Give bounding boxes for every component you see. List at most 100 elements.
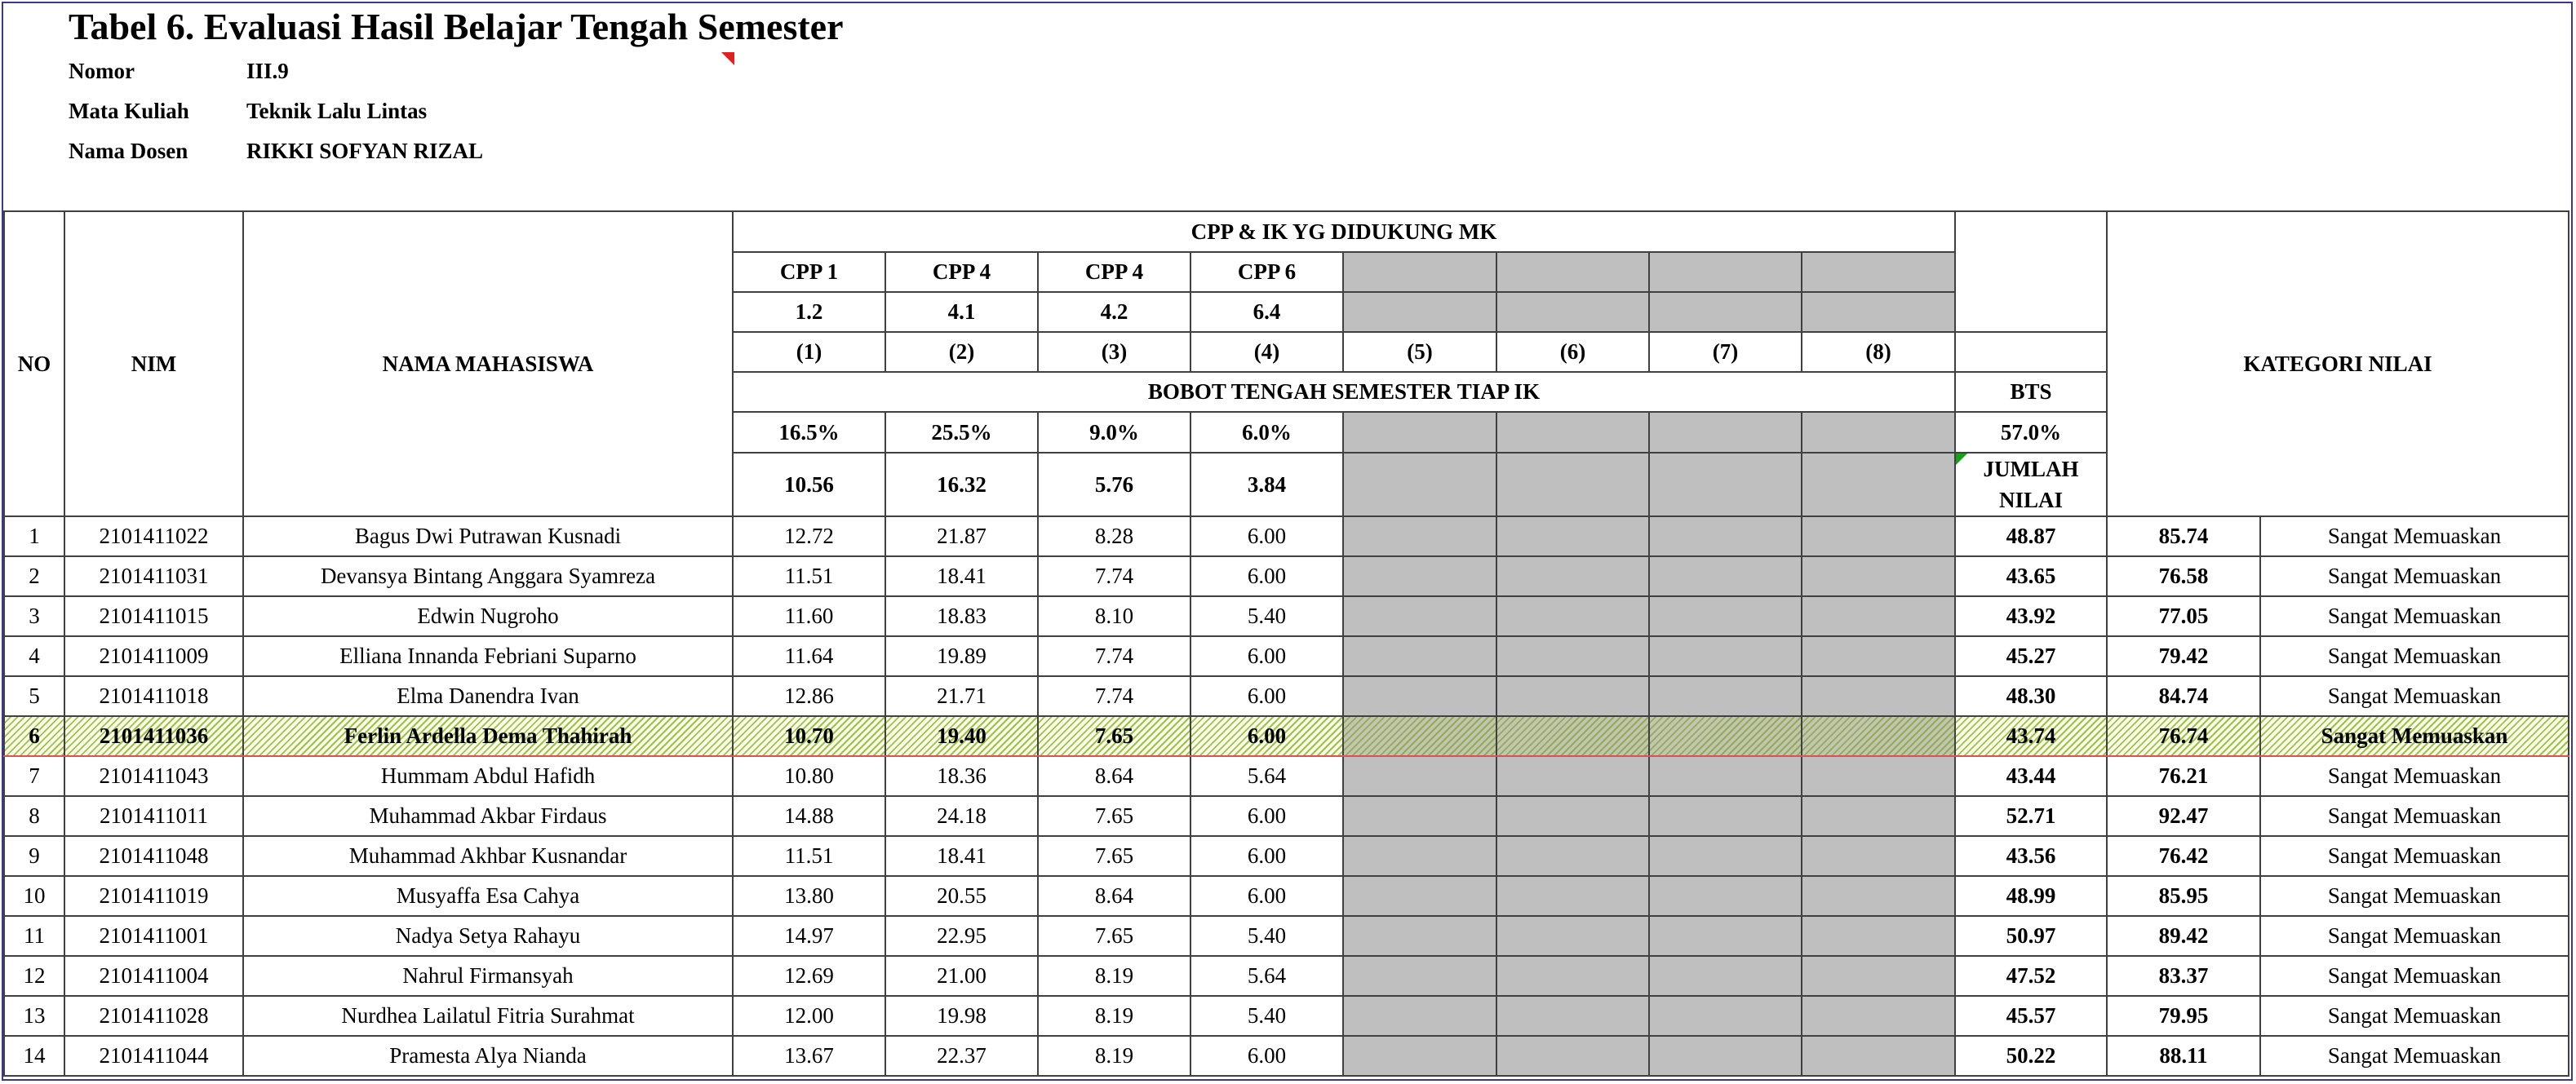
cell-nama[interactable]: Muhammad Akhbar Kusnandar [242,835,734,877]
cell-score[interactable]: 18.41 [885,555,1039,597]
cell-nim[interactable]: 2101411044 [64,1035,244,1077]
header-blank-bts[interactable] [1954,210,2108,333]
empty-cell[interactable] [1801,995,1956,1037]
table-row[interactable]: 13 2101411028 Nurdhea Lailatul Fitria Sura… [3,995,2569,1037]
empty-cell[interactable] [1496,1035,1650,1077]
cell-jumlah[interactable]: 43.56 [1954,835,2108,877]
cell-score[interactable]: 11.64 [732,635,886,677]
header-ik[interactable]: 4.1 [885,291,1039,333]
empty-cell[interactable] [1342,955,1497,997]
cell-kategori[interactable]: Sangat Memuaskan [2259,955,2569,997]
empty-cell[interactable] [1801,715,1956,757]
cell-jumlah[interactable]: 48.30 [1954,675,2108,717]
header-col-number[interactable]: (3) [1037,331,1191,373]
cell-nama[interactable]: Ferlin Ardella Dema Thahirah [242,715,734,757]
cell-score[interactable]: 6.00 [1190,875,1344,917]
empty-cell[interactable] [1801,675,1956,717]
cell-kategori[interactable]: Sangat Memuaskan [2259,715,2569,757]
cell-score[interactable]: 7.65 [1037,715,1191,757]
cell-no[interactable]: 13 [3,995,65,1037]
cell-kategori[interactable]: Sangat Memuaskan [2259,595,2569,637]
header-col-number[interactable]: (8) [1801,331,1956,373]
empty-cell[interactable] [1648,955,1802,997]
bobot-percent[interactable]: 6.0% [1190,411,1344,454]
cell-score[interactable]: 6.00 [1190,515,1344,557]
empty-cell[interactable] [1648,411,1802,454]
empty-cell[interactable] [1342,1035,1497,1077]
empty-cell[interactable] [1648,755,1802,797]
empty-cell[interactable] [1801,291,1956,333]
cell-score[interactable]: 11.51 [732,555,886,597]
cell-no[interactable]: 1 [3,515,65,557]
empty-cell[interactable] [1496,675,1650,717]
cell-nama[interactable]: Pramesta Alya Nianda [242,1035,734,1077]
cell-kategori[interactable]: Sangat Memuaskan [2259,755,2569,797]
empty-cell[interactable] [1342,555,1497,597]
cell-no[interactable]: 9 [3,835,65,877]
empty-cell[interactable] [1648,1035,1802,1077]
header-cpp[interactable]: CPP 1 [732,251,886,293]
cell-score[interactable]: 19.89 [885,635,1039,677]
cell-jumlah[interactable]: 43.44 [1954,755,2108,797]
cell-nama[interactable]: Elliana Innanda Febriani Suparno [242,635,734,677]
empty-cell[interactable] [1342,291,1497,333]
empty-cell[interactable] [1342,411,1497,454]
table-row[interactable]: 1 2101411022 Bagus Dwi Putrawan Kusnadi 12.… [3,515,2569,557]
cell-score[interactable]: 12.69 [732,955,886,997]
empty-cell[interactable] [1342,675,1497,717]
cell-no[interactable]: 7 [3,755,65,797]
cell-jumlah[interactable]: 45.27 [1954,635,2108,677]
empty-cell[interactable] [1801,635,1956,677]
cell-score[interactable]: 24.18 [885,795,1039,837]
bts-percent[interactable]: 57.0% [1954,411,2108,454]
cell-score[interactable]: 7.65 [1037,915,1191,957]
cell-nilai[interactable]: 76.21 [2106,755,2261,797]
cell-nilai[interactable]: 85.74 [2106,515,2261,557]
cell-nim[interactable]: 2101411019 [64,875,244,917]
empty-cell[interactable] [1801,595,1956,637]
cell-no[interactable]: 6 [3,715,65,757]
empty-cell[interactable] [1496,995,1650,1037]
cell-score[interactable]: 18.41 [885,835,1039,877]
cell-score[interactable]: 6.00 [1190,835,1344,877]
header-ik[interactable]: 1.2 [732,291,886,333]
empty-cell[interactable] [1801,795,1956,837]
cell-score[interactable]: 22.37 [885,1035,1039,1077]
cell-nama[interactable]: Devansya Bintang Anggara Syamreza [242,555,734,597]
empty-cell[interactable] [1342,795,1497,837]
cell-jumlah[interactable]: 48.99 [1954,875,2108,917]
empty-cell[interactable] [1342,595,1497,637]
cell-score[interactable]: 14.88 [732,795,886,837]
bobot-max[interactable]: 16.32 [885,452,1039,517]
header-col-number[interactable]: (4) [1190,331,1344,373]
cell-nama[interactable]: Nurdhea Lailatul Fitria Surahmat [242,995,734,1037]
table-row[interactable]: 7 2101411043 Hummam Abdul Hafidh 10.80 18.36… [3,755,2569,797]
empty-cell[interactable] [1342,875,1497,917]
cell-nama[interactable]: Nahrul Firmansyah [242,955,734,997]
cell-no[interactable]: 4 [3,635,65,677]
header-cpp[interactable]: CPP 4 [1037,251,1191,293]
empty-cell[interactable] [1801,452,1956,517]
header-col-number[interactable]: (6) [1496,331,1650,373]
cell-kategori[interactable]: Sangat Memuaskan [2259,635,2569,677]
cell-score[interactable]: 12.72 [732,515,886,557]
empty-cell[interactable] [1648,715,1802,757]
header-blank[interactable] [1954,331,2108,373]
cell-nilai[interactable]: 89.42 [2106,915,2261,957]
cell-score[interactable]: 19.98 [885,995,1039,1037]
empty-cell[interactable] [1496,251,1650,293]
cell-score[interactable]: 22.95 [885,915,1039,957]
cell-score[interactable]: 11.60 [732,595,886,637]
cell-score[interactable]: 20.55 [885,875,1039,917]
empty-cell[interactable] [1496,595,1650,637]
cell-nilai[interactable]: 79.95 [2106,995,2261,1037]
cell-score[interactable]: 7.74 [1037,675,1191,717]
empty-cell[interactable] [1801,835,1956,877]
cell-score[interactable]: 8.10 [1037,595,1191,637]
cell-nama[interactable]: Hummam Abdul Hafidh [242,755,734,797]
cell-nama[interactable]: Nadya Setya Rahayu [242,915,734,957]
cell-score[interactable]: 6.00 [1190,795,1344,837]
cell-score[interactable]: 18.36 [885,755,1039,797]
cell-nim[interactable]: 2101411001 [64,915,244,957]
cell-score[interactable]: 10.70 [732,715,886,757]
